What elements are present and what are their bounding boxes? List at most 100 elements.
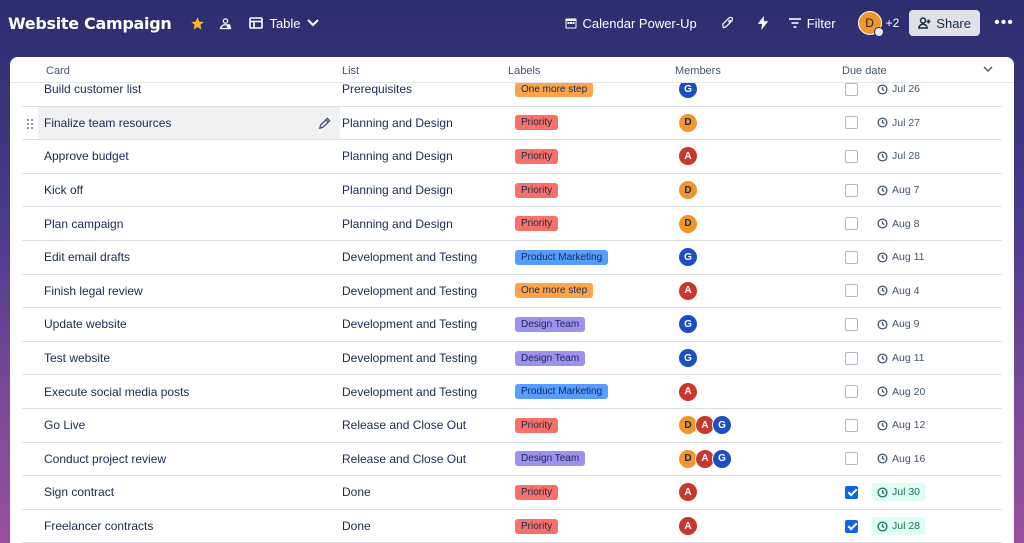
table-row[interactable]: Sign contract Done Priority A Jul 30 bbox=[22, 476, 1002, 510]
due-complete-checkbox[interactable] bbox=[845, 308, 858, 341]
filter-button[interactable]: Filter bbox=[788, 8, 836, 38]
column-header-members[interactable]: Members bbox=[675, 65, 721, 77]
labels-cell[interactable]: Product Marketing bbox=[515, 241, 609, 274]
due-complete-checkbox[interactable] bbox=[845, 107, 858, 140]
card-name[interactable]: Kick off bbox=[44, 183, 84, 198]
members-cell[interactable]: D bbox=[678, 207, 698, 240]
due-date-cell[interactable]: Aug 4 bbox=[872, 275, 924, 308]
card-name[interactable]: Edit email drafts bbox=[44, 250, 131, 265]
checkbox[interactable] bbox=[845, 385, 858, 399]
due-date-cell[interactable]: Aug 11 bbox=[872, 342, 930, 375]
card-name[interactable]: Finalize team resources bbox=[44, 115, 172, 130]
chevron-down-icon[interactable] bbox=[982, 63, 994, 75]
due-date-cell[interactable]: Aug 20 bbox=[872, 375, 930, 408]
due-complete-checkbox[interactable] bbox=[845, 275, 858, 308]
due-complete-checkbox[interactable] bbox=[845, 342, 858, 375]
table-row[interactable]: Build customer list Prerequisites One more… bbox=[22, 73, 1002, 107]
labels-cell[interactable]: Product Marketing bbox=[515, 375, 609, 408]
labels-cell[interactable]: Priority bbox=[515, 476, 559, 509]
list-name[interactable]: Done bbox=[342, 519, 371, 534]
list-name[interactable]: Planning and Design bbox=[342, 149, 453, 164]
labels-cell[interactable]: One more step bbox=[515, 275, 594, 308]
labels-cell[interactable]: Priority bbox=[515, 510, 559, 543]
drag-handle-icon[interactable] bbox=[26, 118, 34, 130]
due-date-cell[interactable]: Aug 9 bbox=[872, 308, 924, 341]
due-date-cell[interactable]: Aug 12 bbox=[872, 409, 930, 442]
card-name[interactable]: Test website bbox=[44, 351, 111, 366]
power-ups-icon[interactable] bbox=[721, 8, 735, 38]
table-row[interactable]: Go Live Release and Close Out Priority D A G A… bbox=[22, 409, 1002, 443]
due-complete-checkbox[interactable] bbox=[845, 409, 858, 442]
card-name[interactable]: Execute social media posts bbox=[44, 384, 190, 399]
members-cell[interactable]: G bbox=[678, 342, 698, 375]
due-complete-checkbox[interactable] bbox=[845, 443, 858, 476]
due-date-cell[interactable]: Jul 26 bbox=[872, 73, 925, 106]
labels-cell[interactable]: Priority bbox=[515, 140, 559, 173]
checkbox[interactable] bbox=[845, 116, 858, 130]
column-header-card[interactable]: Card bbox=[46, 65, 70, 77]
table-row[interactable]: Test website Development and Testing Desig… bbox=[22, 342, 1002, 376]
list-name[interactable]: Done bbox=[342, 485, 371, 500]
members-cell[interactable]: D bbox=[678, 174, 698, 207]
labels-cell[interactable]: Priority bbox=[515, 409, 559, 442]
due-date-cell[interactable]: Jul 27 bbox=[872, 107, 925, 140]
table-row[interactable]: Freelancer contracts Done Priority A Jul 28 bbox=[22, 510, 1002, 543]
checkbox[interactable] bbox=[845, 217, 858, 231]
view-switcher[interactable]: Table bbox=[249, 8, 319, 38]
checkbox[interactable] bbox=[845, 317, 858, 331]
due-complete-checkbox[interactable] bbox=[845, 174, 858, 207]
card-name[interactable]: Freelancer contracts bbox=[44, 519, 154, 534]
card-name[interactable]: Plan campaign bbox=[44, 216, 124, 231]
card-name[interactable]: Sign contract bbox=[44, 485, 115, 500]
column-header-labels[interactable]: Labels bbox=[508, 65, 541, 77]
extra-members-count[interactable]: +2 bbox=[885, 16, 900, 30]
column-header-list[interactable]: List bbox=[342, 65, 360, 77]
members-cell[interactable]: A bbox=[678, 140, 698, 173]
list-name[interactable]: Development and Testing bbox=[342, 351, 478, 366]
table-row[interactable]: Update website Development and Testing Des… bbox=[22, 308, 1002, 342]
checkbox[interactable] bbox=[845, 485, 858, 499]
card-name[interactable]: Update website bbox=[44, 317, 127, 332]
due-date-cell[interactable]: Aug 16 bbox=[872, 443, 930, 476]
list-name[interactable]: Development and Testing bbox=[342, 283, 478, 298]
labels-cell[interactable]: Priority bbox=[515, 174, 559, 207]
checkbox[interactable] bbox=[845, 149, 858, 163]
checkbox[interactable] bbox=[845, 183, 858, 197]
star-icon[interactable] bbox=[187, 8, 207, 38]
list-name[interactable]: Planning and Design bbox=[342, 183, 453, 198]
list-name[interactable]: Release and Close Out bbox=[342, 451, 467, 466]
table-row[interactable]: Finalize team resources Planning and Desi… bbox=[22, 106, 1002, 141]
labels-cell[interactable]: Priority bbox=[515, 207, 559, 240]
labels-cell[interactable]: Design Team bbox=[515, 308, 586, 341]
board-title[interactable]: Website Campaign bbox=[8, 13, 172, 33]
due-complete-checkbox[interactable] bbox=[845, 375, 858, 408]
checkbox[interactable] bbox=[845, 351, 858, 365]
card-name[interactable]: Go Live bbox=[44, 418, 86, 433]
members-cell[interactable]: A bbox=[678, 510, 698, 543]
due-date-cell[interactable]: Aug 11 bbox=[872, 241, 930, 274]
card-name[interactable]: Build customer list bbox=[44, 82, 142, 97]
labels-cell[interactable]: Design Team bbox=[515, 342, 586, 375]
due-date-cell[interactable]: Jul 30 bbox=[872, 476, 926, 509]
members-cell[interactable]: G bbox=[678, 308, 698, 341]
automation-icon[interactable] bbox=[757, 8, 769, 38]
calendar-power-up-button[interactable]: Calendar Power-Up bbox=[565, 8, 697, 38]
table-row[interactable]: Plan campaign Planning and Design Priority… bbox=[22, 207, 1002, 241]
labels-cell[interactable]: Priority bbox=[515, 107, 559, 140]
due-complete-checkbox[interactable] bbox=[845, 140, 858, 173]
table-row[interactable]: Finish legal review Development and Testi… bbox=[22, 275, 1002, 309]
list-name[interactable]: Planning and Design bbox=[342, 115, 453, 130]
card-name[interactable]: Conduct project review bbox=[44, 451, 167, 466]
labels-cell[interactable]: One more step bbox=[515, 73, 594, 106]
more-menu-icon[interactable]: ••• bbox=[994, 14, 1014, 31]
checkbox[interactable] bbox=[845, 284, 858, 298]
column-header-due-date[interactable]: Due date bbox=[842, 65, 887, 77]
list-name[interactable]: Development and Testing bbox=[342, 384, 478, 399]
list-name[interactable]: Development and Testing bbox=[342, 317, 478, 332]
table-row[interactable]: Edit email drafts Development and Testing… bbox=[22, 241, 1002, 275]
checkbox[interactable] bbox=[845, 519, 858, 533]
due-date-cell[interactable]: Jul 28 bbox=[872, 510, 926, 543]
due-date-cell[interactable]: Jul 28 bbox=[872, 140, 925, 173]
